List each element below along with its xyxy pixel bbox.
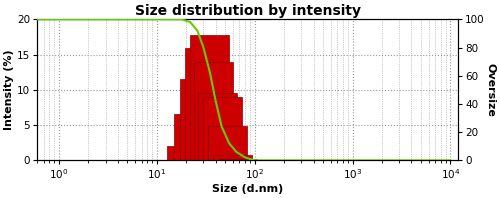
Bar bbox=[180, 79, 218, 160]
Bar bbox=[208, 127, 246, 160]
X-axis label: Size (d.nm): Size (d.nm) bbox=[212, 184, 284, 194]
Bar bbox=[214, 155, 252, 160]
Bar bbox=[174, 114, 212, 160]
Bar bbox=[166, 146, 205, 160]
Title: Size distribution by intensity: Size distribution by intensity bbox=[134, 4, 360, 18]
Bar bbox=[203, 97, 242, 160]
Bar bbox=[190, 35, 228, 160]
Bar bbox=[198, 93, 236, 160]
Bar bbox=[194, 62, 233, 160]
Bar bbox=[185, 48, 224, 160]
Y-axis label: Oversize: Oversize bbox=[486, 63, 496, 117]
Y-axis label: Intensity (%): Intensity (%) bbox=[4, 50, 14, 130]
Bar bbox=[219, 159, 258, 160]
